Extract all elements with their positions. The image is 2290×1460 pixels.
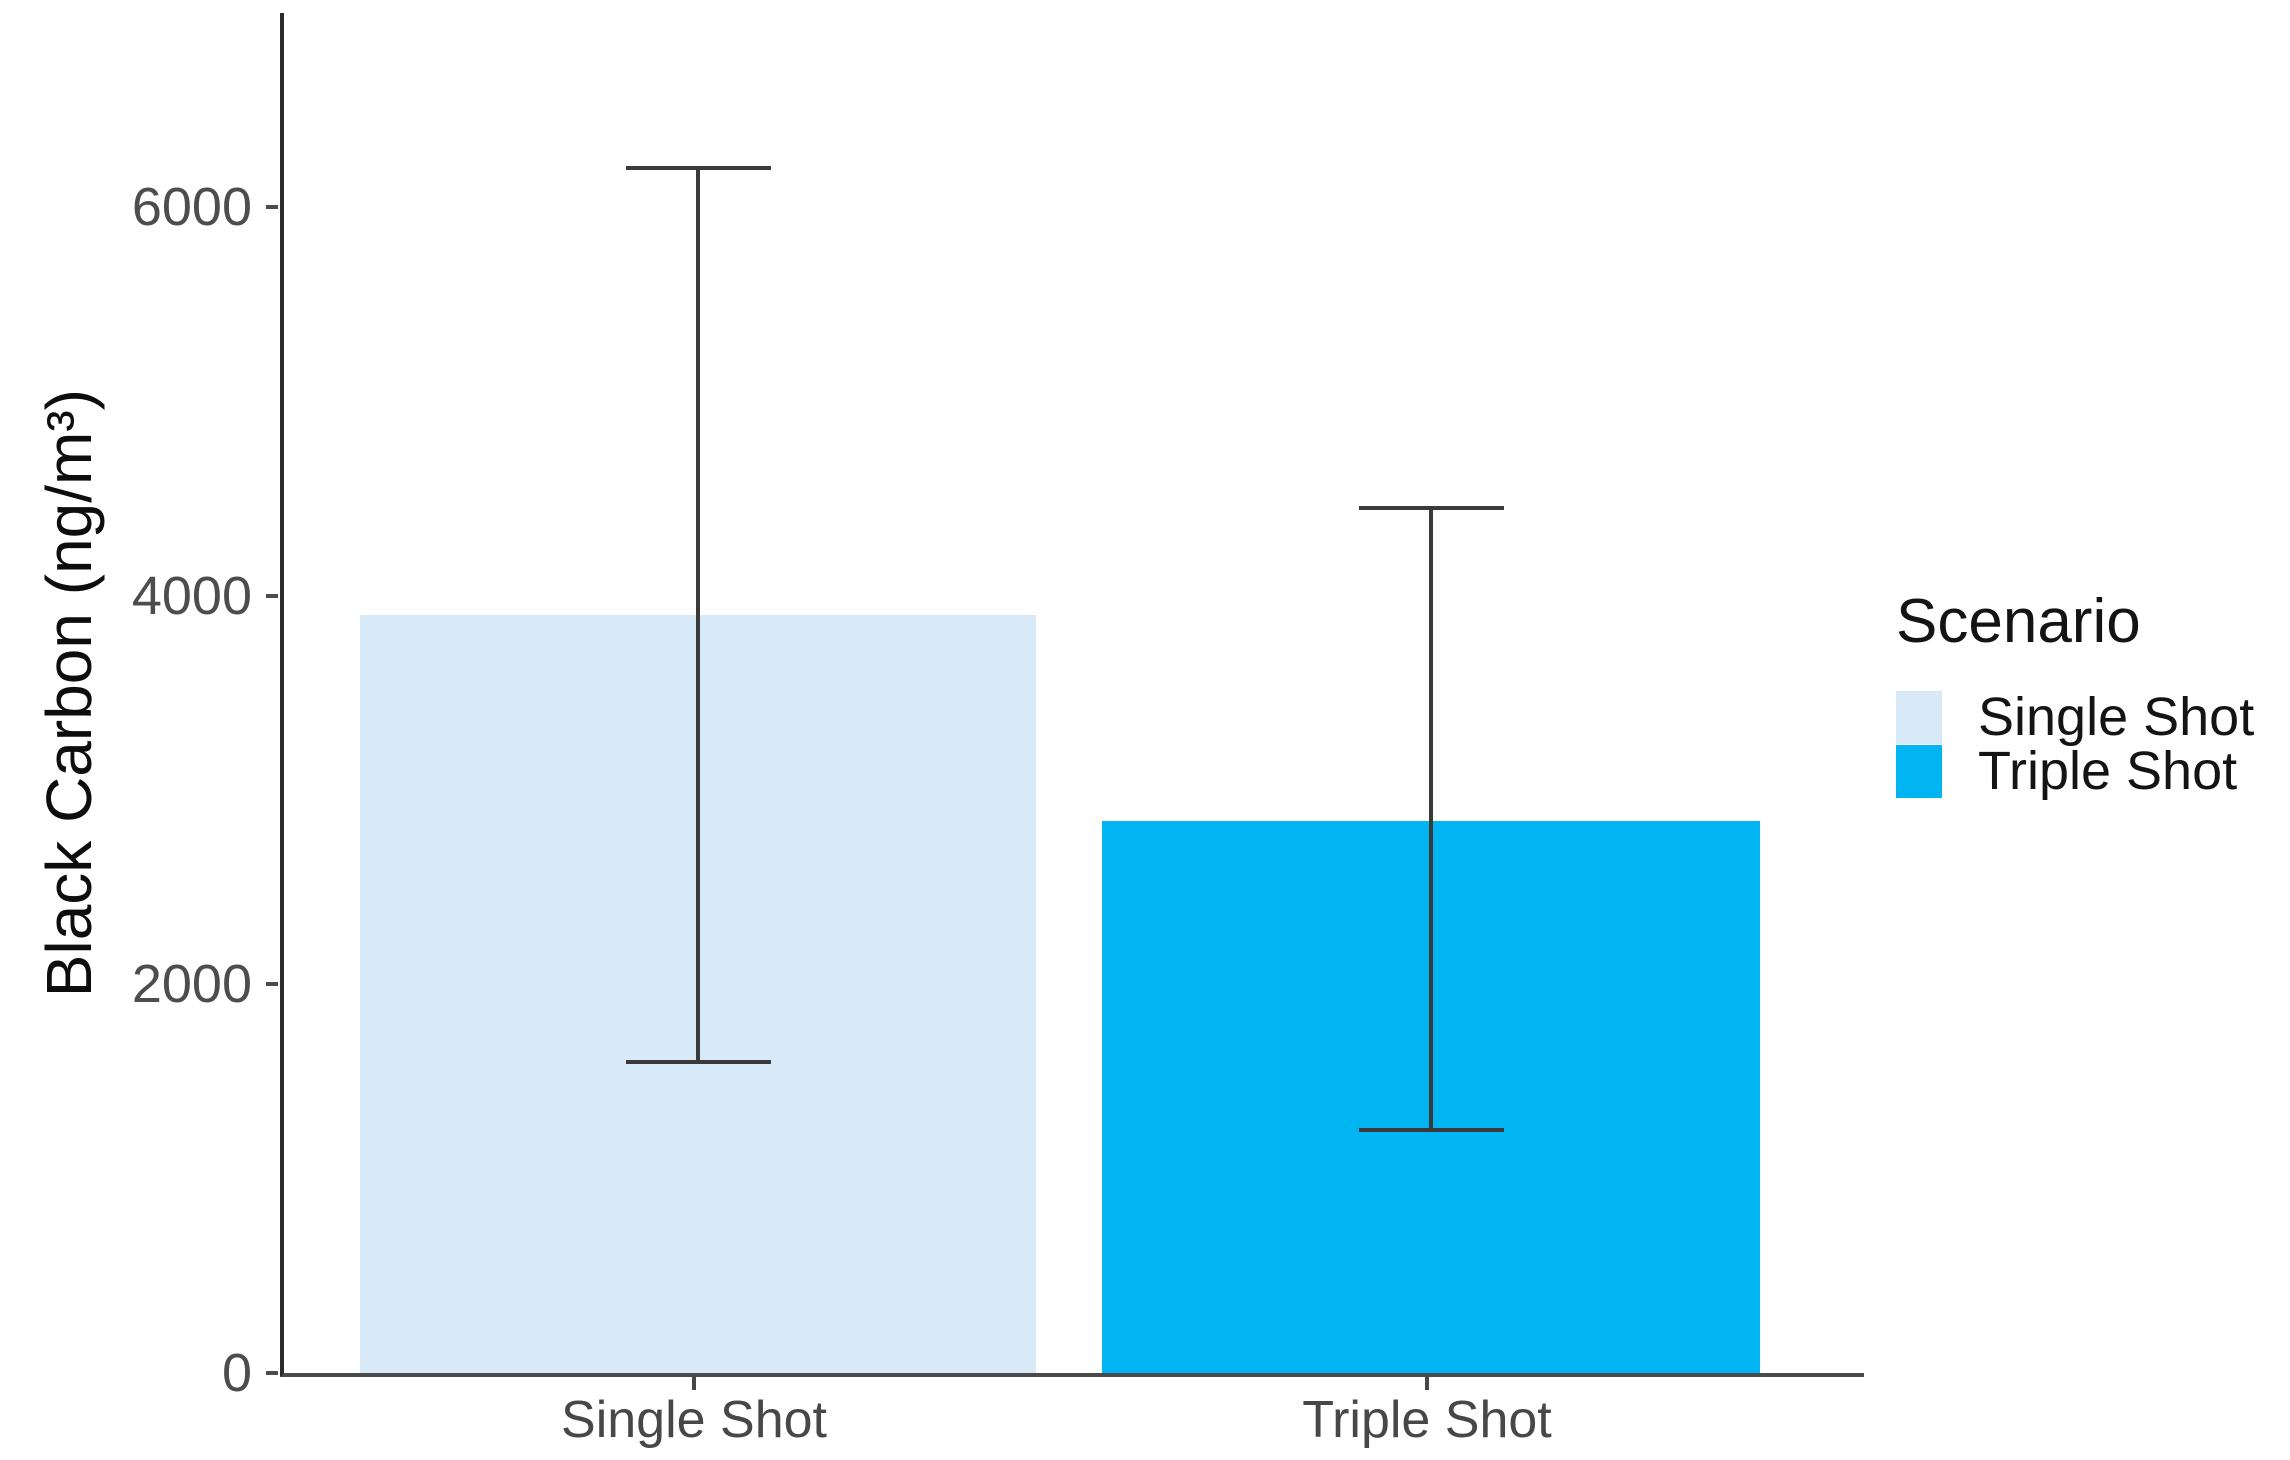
y-tick-label: 4000 (131, 565, 252, 626)
error-bar-cap-bottom (1358, 1128, 1504, 1133)
legend-entry-triple-shot: Triple Shot (1896, 744, 2254, 798)
error-bar-cap-top (1358, 506, 1504, 511)
error-bar-cap-top (625, 166, 771, 171)
error-bar-line (696, 168, 700, 1063)
y-tick-mark (266, 982, 278, 987)
x-tick-label-single-shot: Single Shot (561, 1391, 827, 1449)
y-tick-mark (266, 205, 278, 210)
y-tick-mark (266, 1371, 278, 1375)
error-bar-line (1429, 508, 1433, 1131)
y-axis-title: Black Carbon (ng/m³) (33, 388, 105, 998)
legend: Scenario Single Shot Triple Shot (1896, 590, 2254, 798)
x-tick-single-shot (692, 1377, 696, 1390)
y-tick-label: 0 (221, 1343, 252, 1403)
y-tick-label: 6000 (131, 177, 252, 238)
legend-label-single-shot: Single Shot (1978, 687, 2255, 747)
legend-swatch-triple-shot (1896, 744, 1942, 798)
x-tick-label-triple-shot: Triple Shot (1302, 1391, 1552, 1449)
legend-title: Scenario (1896, 587, 2141, 656)
legend-entry-single-shot: Single Shot (1896, 690, 2254, 744)
error-bar-cap-bottom (625, 1060, 771, 1065)
x-tick-triple-shot (1425, 1377, 1429, 1390)
legend-swatch-single-shot (1896, 690, 1942, 744)
y-tick-mark (266, 593, 278, 598)
legend-label-triple-shot: Triple Shot (1978, 741, 2238, 801)
y-tick-label: 2000 (131, 954, 252, 1015)
plot-panel (280, 13, 1864, 1377)
